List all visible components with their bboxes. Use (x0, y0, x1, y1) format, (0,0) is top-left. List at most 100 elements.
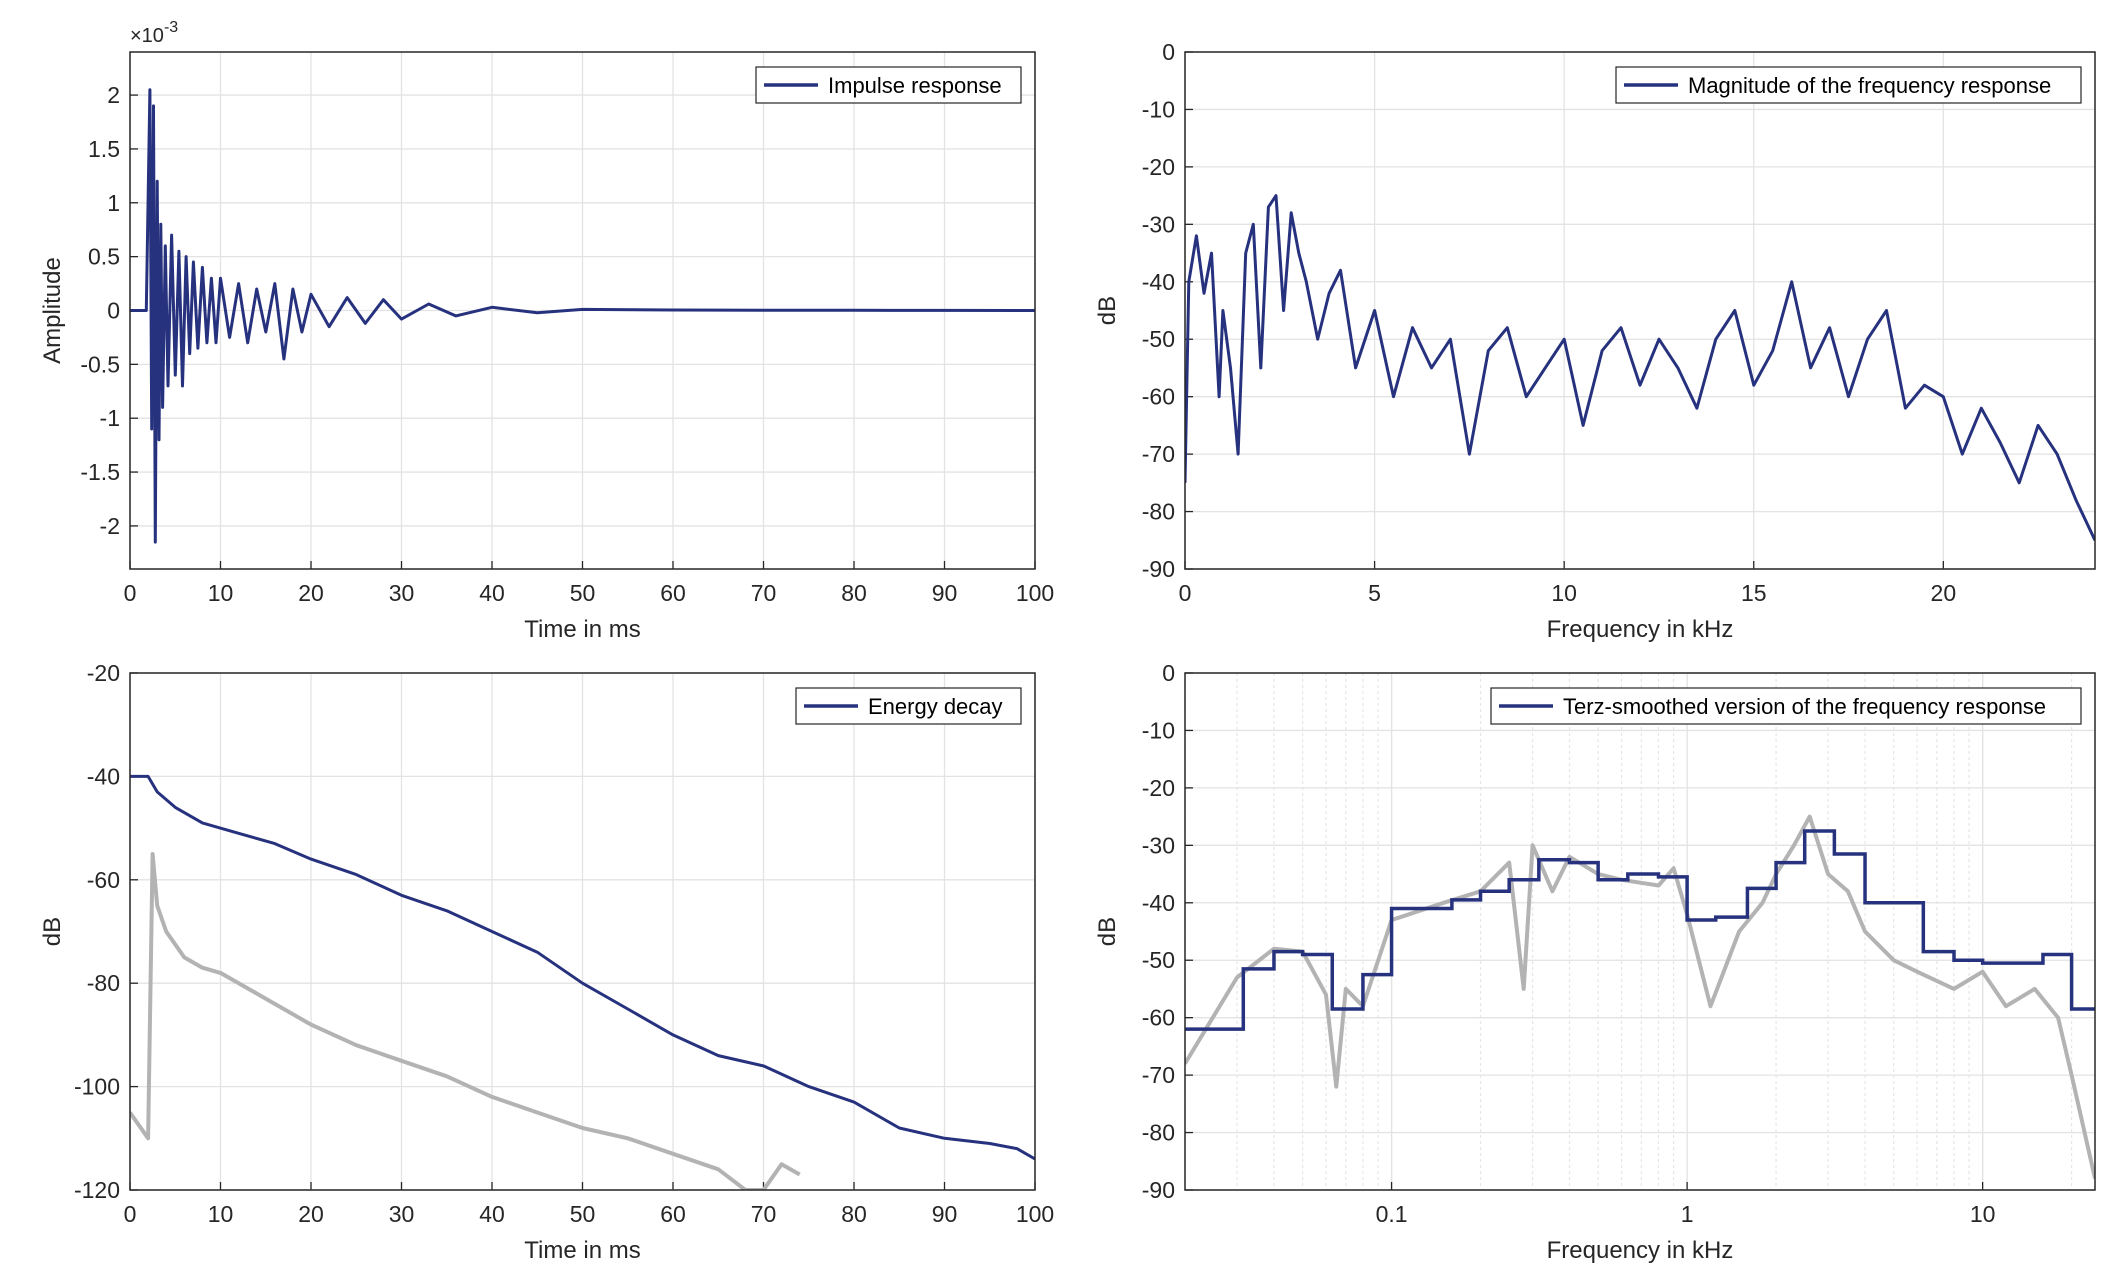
y-tick-label: -50 (1142, 326, 1175, 352)
x-tick-label: 40 (479, 1201, 505, 1227)
x-tick-label: 20 (298, 580, 324, 606)
y-tick-label: -30 (1142, 211, 1175, 237)
y-tick-label: -40 (87, 763, 120, 789)
impulse-response-panel: 0 10 20 30 40 50 60 70 80 90 100 -2 -1.5 -1 -0.5 0 0.5 1 1… (39, 19, 1054, 643)
x-tick-label: 1 (1681, 1201, 1694, 1227)
legend-box (1490, 687, 2082, 725)
y-tick-label: -10 (1142, 717, 1175, 743)
y-tick-label: 0.5 (88, 244, 120, 270)
legend-label: Impulse response (828, 73, 1002, 98)
y-tick-label: -70 (1142, 441, 1175, 467)
raw-series-line (130, 852, 801, 1190)
y-tick-label: -60 (87, 867, 120, 893)
x-tick-label: 20 (298, 1201, 324, 1227)
x-tick-label: 30 (389, 580, 415, 606)
legend: Magnitude of the frequency response (1615, 66, 2082, 104)
x-tick-label: 10 (1551, 580, 1577, 606)
y-tick-label: 0 (107, 298, 120, 324)
x-tick-label: 5 (1368, 580, 1381, 606)
y-tick-label: -120 (74, 1177, 120, 1203)
x-tick-label: 90 (932, 580, 958, 606)
y-tick-label: 2 (107, 82, 120, 108)
magnitude-response-panel: 0 5 10 15 20 0 -10 -20 -30 -40 -50 -60 -70 -80 -90 Freq… (1094, 39, 2096, 643)
x-tick-label: 0.1 (1376, 1201, 1408, 1227)
legend-label: Energy decay (868, 694, 1003, 719)
terz-smoothed-panel: 0.1 1 10 0 -10 -20 -30 -40 -50 -60 -70 -80 -90 Freque… (1094, 660, 2096, 1264)
axes-box (1184, 51, 2096, 570)
x-tick-label: 90 (932, 1201, 958, 1227)
y-axis-label: Amplitude (39, 257, 66, 364)
legend: Terz-smoothed version of the frequency r… (1490, 687, 2082, 725)
y-tick-label: -30 (1142, 832, 1175, 858)
y-tick-label: -40 (1142, 269, 1175, 295)
x-tick-label: 0 (1179, 580, 1192, 606)
x-tick-label: 10 (208, 1201, 234, 1227)
x-tick-label: 10 (208, 580, 234, 606)
x-tick-label: 60 (660, 580, 686, 606)
x-tick-label: 20 (1931, 580, 1957, 606)
plot-area (1185, 673, 2095, 1190)
y-tick-label: -60 (1142, 1005, 1175, 1031)
y-tick-label: 0 (1162, 39, 1175, 65)
axes-box (129, 51, 1036, 570)
x-tick-label: 50 (570, 1201, 596, 1227)
x-tick-label: 0 (124, 580, 137, 606)
y-tick-label: -40 (1142, 890, 1175, 916)
x-tick-label: 100 (1016, 580, 1054, 606)
x-axis-label: Time in ms (524, 1237, 640, 1264)
y-tick-label: -70 (1142, 1062, 1175, 1088)
y-tick-label: -50 (1142, 947, 1175, 973)
y-tick-label: -60 (1142, 384, 1175, 410)
y-tick-label: -2 (100, 513, 120, 539)
x-tick-label: 70 (751, 580, 777, 606)
x-tick-label: 70 (751, 1201, 777, 1227)
y-tick-label: -80 (87, 970, 120, 996)
y-tick-label: 0 (1162, 660, 1175, 686)
series-line (1185, 829, 2095, 1031)
series-line (1185, 194, 2095, 541)
x-tick-label: 100 (1016, 1201, 1054, 1227)
y-tick-label: -1.5 (80, 459, 120, 485)
x-tick-label: 30 (389, 1201, 415, 1227)
y-tick-label: -20 (1142, 154, 1175, 180)
y-axis-label: dB (39, 917, 66, 946)
x-tick-label: 60 (660, 1201, 686, 1227)
x-axis-label: Time in ms (524, 616, 640, 643)
y-tick-label: -20 (1142, 775, 1175, 801)
x-tick-label: 0 (124, 1201, 137, 1227)
y-axis-label: dB (1094, 917, 1121, 946)
x-tick-label: 80 (841, 580, 867, 606)
x-tick-label: 80 (841, 1201, 867, 1227)
y-tick-label: -80 (1142, 499, 1175, 525)
legend-label: Terz-smoothed version of the frequency r… (1563, 694, 2046, 719)
y-tick-label: -100 (74, 1074, 120, 1100)
y-tick-label: -90 (1142, 1177, 1175, 1203)
y-tick-label: -10 (1142, 96, 1175, 122)
raw-series-line (1185, 814, 2095, 1179)
y-tick-label: -80 (1142, 1120, 1175, 1146)
plot-area (1185, 52, 2095, 569)
y-tick-label: -1 (100, 405, 120, 431)
y-tick-label: 1 (107, 190, 120, 216)
y-axis-label: dB (1094, 296, 1121, 325)
y-tick-label: 1.5 (88, 136, 120, 162)
x-axis-label: Frequency in kHz (1547, 616, 1734, 643)
legend: Energy decay (795, 687, 1022, 725)
series-line (130, 88, 1035, 544)
y-tick-label: -20 (87, 660, 120, 686)
x-tick-label: 50 (570, 580, 596, 606)
axes-box (1184, 672, 2096, 1191)
axis-exponent-power: -3 (164, 19, 178, 36)
y-tick-label: -90 (1142, 556, 1175, 582)
energy-decay-panel: 0 10 20 30 40 50 60 70 80 90 100 -20 -40 -60 -80 -100 -1… (39, 660, 1054, 1264)
series-line (130, 774, 1035, 1161)
x-tick-label: 40 (479, 580, 505, 606)
legend-box (1615, 66, 2082, 104)
y-tick-label: -0.5 (80, 351, 120, 377)
x-tick-label: 15 (1741, 580, 1767, 606)
axes-box (129, 672, 1036, 1191)
legend-label: Magnitude of the frequency response (1688, 73, 2051, 98)
legend: Impulse response (755, 66, 1022, 104)
x-axis-label: Frequency in kHz (1547, 1237, 1734, 1264)
